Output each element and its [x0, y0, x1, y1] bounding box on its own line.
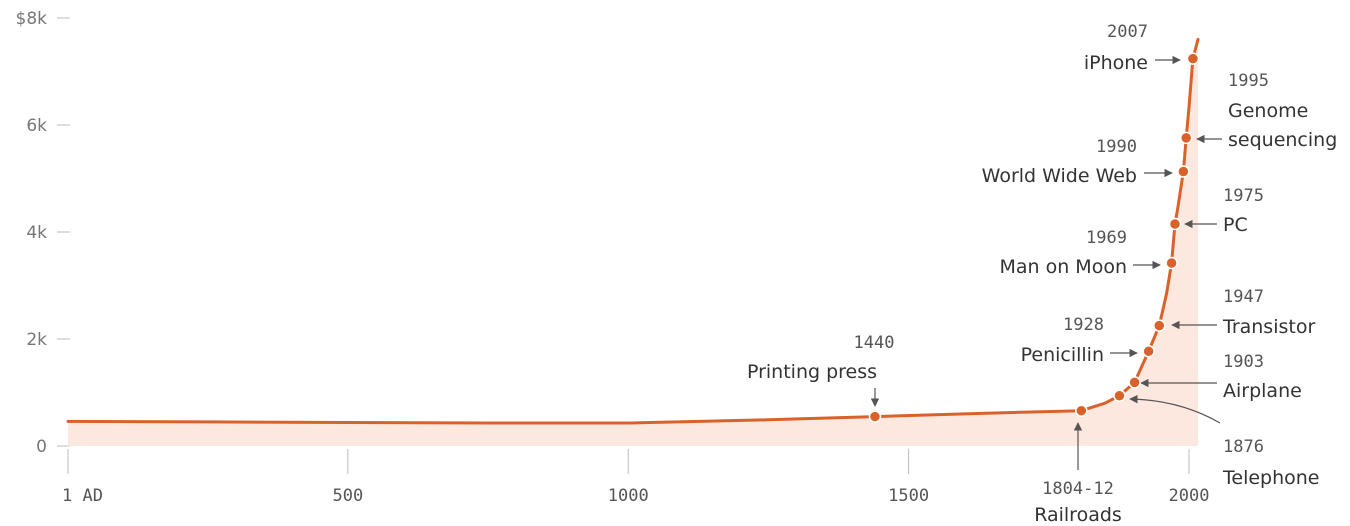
- y-tick-label: 2k: [26, 330, 47, 350]
- annotation-year: 1876: [1223, 437, 1264, 457]
- x-tick-label: 500: [332, 486, 363, 506]
- data-point-transistor: [1153, 319, 1166, 332]
- annotation-year: 1975: [1223, 186, 1264, 206]
- y-tick-label: 4k: [26, 223, 47, 243]
- annotation-man-on-moon: 1969 Man on Moon: [999, 228, 1161, 278]
- annotation-world-wide-web: 1990 World Wide Web: [982, 137, 1173, 187]
- axes: 0 2k 4k 6k $8k 1 AD 500 1000 1500 2000: [16, 9, 1210, 506]
- data-point-man-on-moon: [1165, 256, 1178, 270]
- annotation-penicillin: 1928 Penicillin: [1021, 315, 1138, 366]
- annotation-label: iPhone: [1084, 52, 1148, 74]
- annotation-iphone: 2007 iPhone: [1084, 22, 1181, 74]
- annotation-year: 1440: [854, 333, 895, 353]
- annotation-telephone: 1876 Telephone: [1129, 394, 1320, 489]
- annotation-year: 1903: [1223, 352, 1264, 372]
- x-tick-label: 1500: [888, 486, 929, 506]
- series-area: [68, 39, 1198, 447]
- x-tick-label: 1000: [608, 486, 649, 506]
- data-point-railroads: [1075, 404, 1088, 417]
- annotation-year: 1969: [1086, 228, 1127, 248]
- annotation-railroads: 1804-12 Railroads: [1034, 422, 1122, 526]
- data-point-telephone: [1113, 389, 1126, 402]
- data-point-world-wide-web: [1177, 165, 1190, 178]
- annotation-label: World Wide Web: [982, 165, 1137, 187]
- data-point-penicillin: [1142, 345, 1155, 358]
- annotation-transistor: 1947 Transistor: [1171, 287, 1315, 338]
- annotation-arrow: [1129, 394, 1221, 424]
- annotation-year: 1990: [1096, 137, 1137, 157]
- annotation-label: PC: [1223, 214, 1248, 236]
- annotations: 1440 Printing press 1804-12 Railroads 1876 Te…: [747, 22, 1337, 526]
- point-layer: [868, 52, 1200, 423]
- annotation-airplane: 1903 Airplane: [1140, 352, 1302, 402]
- annotation-label: Airplane: [1223, 380, 1302, 402]
- annotation-label: Telephone: [1222, 467, 1320, 489]
- y-tick-label: 0: [36, 437, 47, 457]
- data-point-pc: [1168, 217, 1182, 231]
- data-point-printing-press: [868, 410, 882, 423]
- annotation-label: sequencing: [1228, 129, 1337, 151]
- x-tick-label: 2000: [1169, 486, 1210, 506]
- annotation-label: Penicillin: [1021, 344, 1104, 366]
- x-tick-label: 1 AD: [62, 486, 103, 506]
- annotation-year: 1928: [1063, 315, 1104, 335]
- annotation-printing-press: 1440 Printing press: [747, 333, 895, 407]
- data-point-airplane: [1128, 376, 1141, 389]
- annotation-genome-sequencing: 1995 Genome sequencing: [1196, 71, 1337, 151]
- annotation-year: 2007: [1107, 22, 1148, 42]
- y-tick-label: 6k: [26, 116, 47, 136]
- annotation-label: Transistor: [1222, 316, 1315, 338]
- annotation-pc: 1975 PC: [1184, 186, 1264, 236]
- annotation-label: Man on Moon: [999, 256, 1127, 278]
- data-point-genome-sequencing: [1179, 131, 1193, 145]
- annotation-label: Railroads: [1034, 504, 1122, 526]
- annotation-label: Printing press: [747, 361, 877, 383]
- annotation-label: Genome: [1228, 100, 1308, 122]
- y-tick-label: $8k: [16, 9, 48, 29]
- annotation-year: 1947: [1223, 287, 1264, 307]
- area-layer: [68, 39, 1198, 447]
- annotation-year: 1995: [1228, 71, 1269, 91]
- annotation-year: 1804-12: [1042, 479, 1114, 499]
- data-point-iphone: [1186, 52, 1200, 65]
